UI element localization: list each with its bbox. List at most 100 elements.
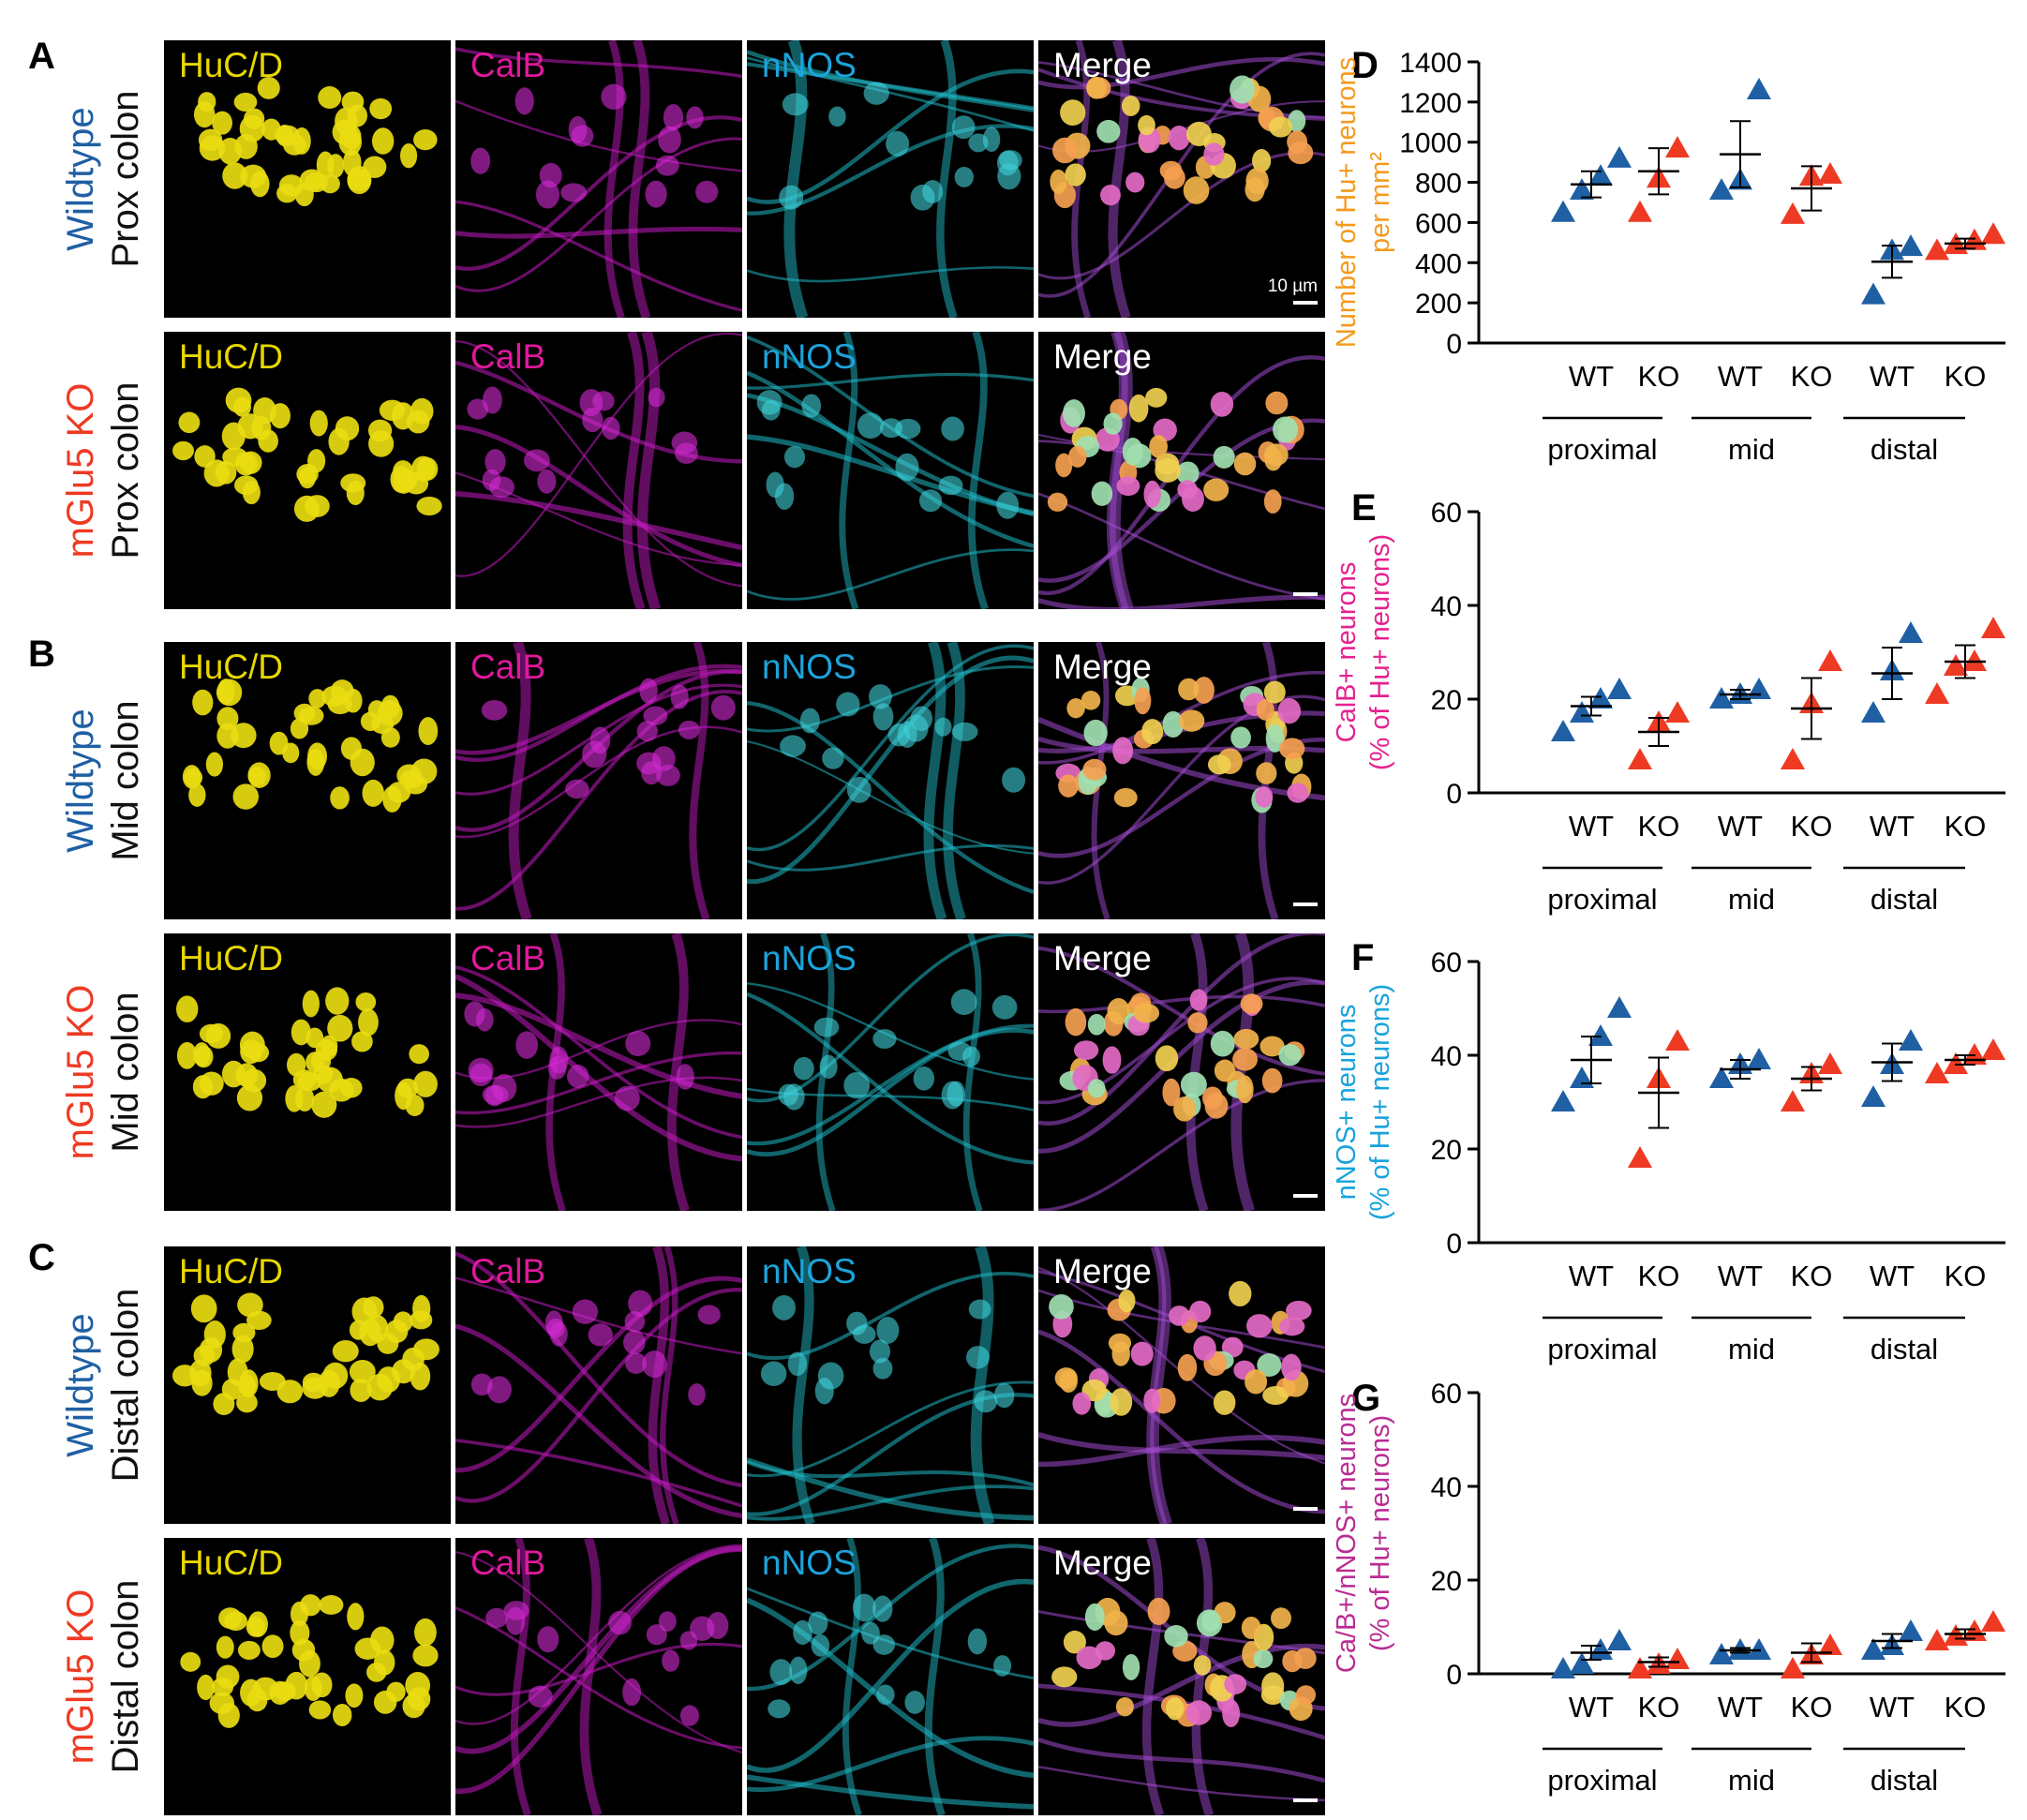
micrograph-image [455, 40, 742, 318]
data-point [1570, 701, 1594, 723]
x-tick-label: KO [1638, 1691, 1680, 1723]
micrograph-image [747, 933, 1034, 1211]
micrograph-image [747, 1246, 1034, 1524]
data-point [1925, 682, 1949, 704]
x-tick-label: WT [1870, 1260, 1915, 1292]
micrograph-huc: HuC/D [164, 933, 451, 1211]
scale-bar-label: 10 µm [1267, 276, 1318, 296]
chart-svg: 0 20 40 60 Ca/B+/nNOS+ neurons (% of Hu+ neur… [1332, 1379, 2005, 1797]
micrograph-image [1038, 1246, 1325, 1524]
data-point [1899, 1619, 1923, 1641]
row-label: mGlu5 KO Prox colon [60, 330, 146, 611]
x-tick-label: KO [1638, 360, 1680, 393]
micrograph-image [747, 1538, 1034, 1815]
panel-letter-g: G [1351, 1378, 1381, 1419]
micrograph-huc: HuC/D [164, 642, 451, 919]
data-point [1781, 1090, 1805, 1111]
row-genotype-label: Wildtype [60, 107, 101, 251]
channel-label: Merge [1053, 939, 1152, 977]
data-point [1665, 136, 1690, 158]
data-point [1747, 1048, 1771, 1069]
micrograph-image [1038, 40, 1325, 318]
y-tick-label: 1400 [1399, 48, 1462, 79]
channel-label: CalB [470, 46, 546, 84]
data-point [1861, 1638, 1885, 1660]
data-point [1861, 282, 1885, 305]
data-point [1981, 1610, 2005, 1632]
channel-label: Merge [1053, 46, 1152, 84]
data-point [1607, 996, 1632, 1018]
y-tick-label: 0 [1446, 1660, 1462, 1691]
y-tick-label: 20 [1431, 1566, 1462, 1597]
panel-letter-a: A [28, 36, 55, 77]
y-tick-label: 600 [1415, 208, 1462, 239]
micrograph-image [747, 642, 1034, 919]
chart-panel-g: G 0 20 40 60 Ca/B+/nNOS+ neurons (% of Hu+ neu… [1274, 1359, 2024, 1797]
x-tick-label: KO [1945, 1691, 1987, 1723]
row-genotype-label: Wildtype [60, 1313, 101, 1457]
chart-panel-d: D 0 200 400 600 800 1000 1200 1400 Number of Hu+ … [1274, 28, 2024, 466]
y-tick-label: 20 [1431, 1135, 1462, 1166]
region-label: proximal [1547, 1333, 1657, 1365]
y-tick-label: 60 [1431, 1379, 1462, 1410]
scale-bar [1293, 301, 1318, 305]
micrograph-nnos: nNOS [747, 642, 1034, 919]
micrograph-nnos: nNOS [747, 40, 1034, 318]
channel-label: nNOS [762, 939, 857, 977]
micrograph-image [1038, 1538, 1325, 1815]
row-region-label: Distal colon [105, 1288, 146, 1483]
data-point [1981, 222, 2005, 245]
x-tick-label: KO [1945, 810, 1987, 843]
micrograph-nnos: nNOS [747, 1538, 1034, 1815]
data-point [1607, 678, 1632, 699]
row-region-label: Mid colon [105, 992, 146, 1153]
data-point [1944, 1052, 1968, 1074]
data-point [1861, 701, 1885, 723]
micrograph-merge: Merge [1038, 1246, 1325, 1524]
micrograph-huc: HuC/D [164, 1538, 451, 1815]
micrograph-huc: HuC/D [164, 1246, 451, 1524]
row-region-label: Mid colon [105, 700, 146, 861]
x-tick-label: KO [1791, 1691, 1833, 1723]
row-genotype-label: mGlu5 KO [60, 984, 101, 1160]
y-tick-label: 0 [1446, 1229, 1462, 1260]
micrograph-image [176, 987, 438, 1118]
micrograph-calb: CalB [455, 1538, 742, 1815]
chart-panel-f: F 0 20 40 60 nNOS+ neurons (% of Hu+ neurons) W… [1274, 928, 2024, 1365]
channel-label: HuC/D [179, 1544, 284, 1582]
y-tick-label: 0 [1446, 779, 1462, 810]
scale-bar [1293, 1507, 1318, 1511]
micrograph-image [455, 642, 742, 919]
x-tick-label: KO [1638, 810, 1680, 843]
channel-label: HuC/D [179, 648, 284, 686]
micrograph-nnos: nNOS [747, 933, 1034, 1211]
micrograph-image [171, 1292, 440, 1416]
row-genotype-label: mGlu5 KO [60, 1589, 101, 1765]
data-point [1607, 1629, 1632, 1650]
scale-bar [1293, 903, 1318, 906]
region-label: distal [1871, 1764, 1938, 1797]
channel-label: HuC/D [179, 46, 284, 84]
x-tick-label: WT [1870, 360, 1915, 393]
region-label: proximal [1547, 433, 1657, 466]
y-tick-label: 800 [1415, 169, 1462, 200]
data-point [1818, 1634, 1842, 1655]
y-tick-label: 400 [1415, 248, 1462, 279]
micrograph-image [455, 332, 742, 609]
y-tick-label: 40 [1431, 1472, 1462, 1503]
x-tick-label: KO [1791, 360, 1833, 393]
micrograph-image [747, 40, 1034, 318]
data-point [1925, 238, 1949, 261]
micrograph-merge: Merge 10 µm [1038, 40, 1325, 318]
channel-label: nNOS [762, 1252, 857, 1290]
scale-bar [1293, 592, 1318, 596]
channel-label: Merge [1053, 1252, 1152, 1290]
data-point [1709, 1643, 1734, 1664]
channel-label: HuC/D [179, 1252, 284, 1290]
data-point [1781, 748, 1805, 769]
micrograph-image [455, 1538, 742, 1815]
region-label: proximal [1547, 883, 1657, 916]
data-point [1551, 200, 1575, 222]
panel-letter-f: F [1351, 937, 1375, 978]
y-tick-label: 40 [1431, 591, 1462, 622]
